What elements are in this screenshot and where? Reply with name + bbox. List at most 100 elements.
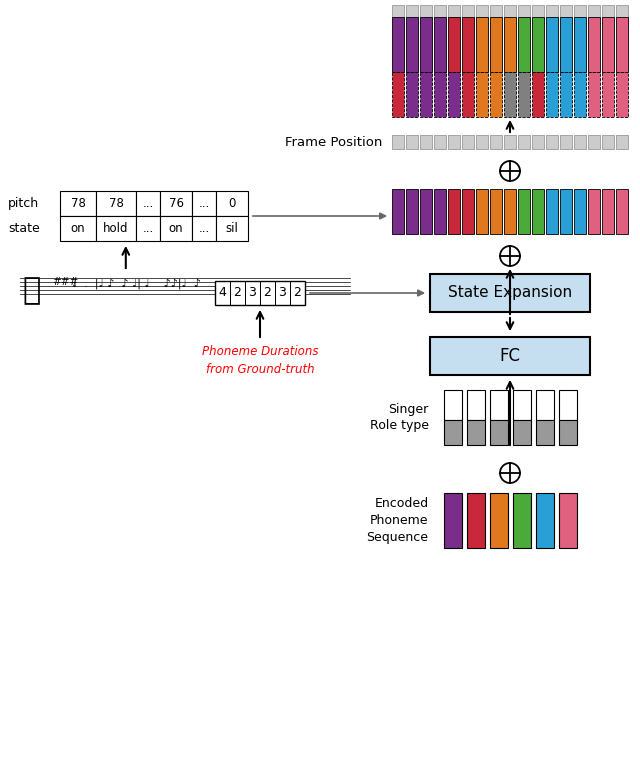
Bar	[406, 135, 418, 149]
Bar	[96, 191, 136, 216]
Bar	[434, 17, 446, 72]
Bar	[490, 493, 508, 548]
Bar	[434, 135, 446, 149]
Bar	[616, 72, 628, 117]
Bar	[536, 493, 554, 548]
Bar	[192, 191, 216, 216]
Text: state: state	[8, 222, 40, 235]
Bar	[532, 189, 544, 234]
Text: 2: 2	[294, 286, 301, 300]
Bar	[490, 189, 502, 234]
Bar	[60, 191, 96, 216]
Bar	[513, 420, 531, 445]
Bar	[546, 72, 558, 117]
Bar	[476, 189, 488, 234]
Bar	[559, 493, 577, 548]
Bar	[96, 216, 136, 241]
Text: Phoneme Durations
from Ground-truth: Phoneme Durations from Ground-truth	[202, 345, 318, 376]
Bar	[430, 337, 590, 375]
Bar	[462, 189, 474, 234]
Bar	[430, 274, 590, 312]
Bar	[444, 493, 461, 548]
Bar	[602, 17, 614, 72]
Bar	[448, 189, 460, 234]
Bar	[532, 72, 544, 117]
Text: 78: 78	[70, 197, 85, 210]
Bar	[448, 17, 460, 72]
Bar	[574, 189, 586, 234]
Bar	[420, 5, 432, 17]
Bar	[518, 5, 530, 17]
Text: 78: 78	[109, 197, 124, 210]
Bar	[602, 5, 614, 17]
Bar	[420, 189, 432, 234]
Text: sil: sil	[225, 222, 239, 235]
Bar	[444, 420, 461, 445]
Bar	[602, 135, 614, 149]
Bar	[560, 17, 572, 72]
Bar	[490, 5, 502, 17]
Text: State Expansion: State Expansion	[448, 286, 572, 300]
Bar	[602, 189, 614, 234]
Bar	[136, 191, 160, 216]
Bar	[616, 5, 628, 17]
Bar	[434, 72, 446, 117]
Bar	[462, 17, 474, 72]
Text: Singer
Role type: Singer Role type	[369, 403, 429, 433]
Text: ...: ...	[142, 197, 154, 210]
Bar	[518, 17, 530, 72]
Bar	[406, 72, 418, 117]
Bar	[392, 135, 404, 149]
Text: 3: 3	[248, 286, 257, 300]
Bar	[616, 135, 628, 149]
Bar	[406, 5, 418, 17]
Bar	[467, 493, 484, 548]
Bar	[532, 17, 544, 72]
Bar	[420, 72, 432, 117]
Bar	[546, 17, 558, 72]
Bar	[588, 189, 600, 234]
Bar	[513, 390, 531, 420]
Bar	[476, 5, 488, 17]
Bar	[560, 189, 572, 234]
Bar	[467, 420, 484, 445]
Bar	[616, 17, 628, 72]
Bar	[216, 191, 248, 216]
Bar	[392, 5, 404, 17]
Text: FC: FC	[499, 347, 520, 365]
Bar	[215, 281, 305, 305]
Bar	[560, 135, 572, 149]
Bar	[476, 72, 488, 117]
Bar	[490, 72, 502, 117]
Bar	[588, 72, 600, 117]
Text: 𝄞: 𝄞	[22, 276, 40, 306]
Bar	[513, 493, 531, 548]
Bar	[588, 5, 600, 17]
Bar	[392, 189, 404, 234]
Text: 4: 4	[219, 286, 227, 300]
Bar	[420, 17, 432, 72]
Bar	[504, 5, 516, 17]
Bar	[518, 189, 530, 234]
Text: ♩  .  |♩ ♪  ♪ ♩| ♩    ♪♪|♩  ♪: ♩ . |♩ ♪ ♪ ♩| ♩ ♪♪|♩ ♪	[72, 279, 201, 290]
Text: pitch: pitch	[8, 197, 39, 210]
Text: 3: 3	[278, 286, 287, 300]
Bar	[467, 390, 484, 420]
Text: Encoded
Phoneme
Sequence: Encoded Phoneme Sequence	[367, 497, 429, 544]
Bar	[574, 17, 586, 72]
Text: ...: ...	[198, 222, 210, 235]
Bar	[546, 189, 558, 234]
Bar	[490, 390, 508, 420]
Bar	[602, 72, 614, 117]
Bar	[406, 17, 418, 72]
Bar	[536, 420, 554, 445]
Text: 76: 76	[168, 197, 184, 210]
Bar	[444, 390, 461, 420]
Bar	[490, 17, 502, 72]
Text: ###: ###	[52, 277, 78, 287]
Bar	[392, 17, 404, 72]
Bar	[560, 5, 572, 17]
Bar	[192, 216, 216, 241]
Bar	[560, 72, 572, 117]
Text: on: on	[70, 222, 85, 235]
